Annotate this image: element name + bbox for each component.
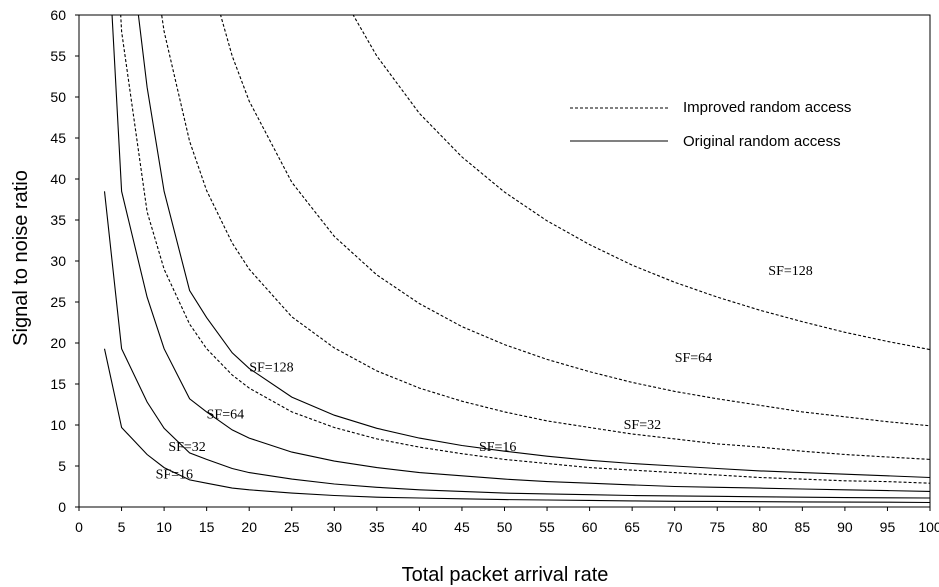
original-sf64-curve (111, 15, 930, 492)
y-tick-label: 25 (50, 294, 66, 310)
y-tick-label: 35 (50, 212, 66, 228)
x-tick-label: 35 (369, 519, 385, 535)
y-tick-label: 55 (50, 48, 66, 64)
x-tick-label: 15 (199, 519, 215, 535)
x-tick-label: 5 (118, 519, 126, 535)
x-axis: 0 5 10 15 20 25 30 35 40 45 50 55 60 65 70 75 80 85 90 95 10… (75, 507, 939, 535)
original-sf32-curve (103, 191, 930, 499)
x-tick-label: 25 (284, 519, 300, 535)
x-tick-label: 10 (156, 519, 172, 535)
curve-label: SF=128 (768, 264, 812, 279)
x-tick-label: 55 (539, 519, 555, 535)
x-tick-label: 45 (454, 519, 470, 535)
curve-label: SF=64 (675, 351, 712, 366)
x-tick-label: 30 (327, 519, 343, 535)
y-tick-label: 20 (50, 335, 66, 351)
curve-annotations: SF=16 SF=32 SF=64 SF=128 SF=16 SF=32 SF=64 SF=1… (156, 264, 813, 482)
y-tick-label: 10 (50, 417, 66, 433)
curve-label: SF=16 (156, 467, 193, 482)
y-tick-label: 40 (50, 171, 66, 187)
curves (103, 15, 930, 504)
x-tick-label: 90 (837, 519, 853, 535)
x-tick-label: 85 (795, 519, 811, 535)
x-tick-label: 20 (241, 519, 257, 535)
x-tick-label: 40 (412, 519, 428, 535)
y-tick-label: 45 (50, 130, 66, 146)
y-tick-label: 0 (58, 499, 66, 515)
x-tick-label: 60 (582, 519, 598, 535)
x-tick-label: 75 (709, 519, 725, 535)
x-axis-title: Total packet arrival rate (402, 564, 609, 586)
y-tick-label: 60 (50, 7, 66, 23)
y-tick-label: 5 (58, 458, 66, 474)
improved-sf16-curve (120, 15, 930, 484)
curve-label: SF=16 (479, 440, 516, 455)
improved-sf32-curve (161, 15, 930, 460)
improved-sf128-curve (352, 15, 930, 351)
x-tick-label: 50 (497, 519, 513, 535)
original-sf128-curve (137, 15, 930, 479)
plot-frame (78, 14, 931, 508)
x-tick-label: 65 (624, 519, 640, 535)
y-tick-label: 30 (50, 253, 66, 269)
legend-label-improved: Improved random access (683, 99, 851, 116)
x-tick-label: 0 (75, 519, 83, 535)
x-tick-label: 80 (752, 519, 768, 535)
x-tick-label: 70 (667, 519, 683, 535)
y-axis-title: Signal to noise ratio (10, 170, 32, 346)
curve-label: SF=32 (624, 418, 661, 433)
x-tick-label: 100 (918, 519, 939, 535)
y-tick-label: 15 (50, 376, 66, 392)
y-tick-label: 50 (50, 89, 66, 105)
y-axis: 0 5 10 15 20 25 30 35 40 45 50 55 60 (50, 7, 79, 515)
original-sf16-curve (103, 348, 930, 504)
curve-label: SF=32 (168, 440, 205, 455)
curve-label: SF=64 (207, 407, 244, 422)
legend: Improved random access Original random a… (570, 99, 851, 150)
x-tick-label: 95 (880, 519, 896, 535)
improved-sf64-curve (219, 15, 930, 427)
plot-area (78, 14, 931, 508)
curve-label: SF=128 (249, 361, 293, 376)
legend-label-original: Original random access (683, 133, 841, 150)
